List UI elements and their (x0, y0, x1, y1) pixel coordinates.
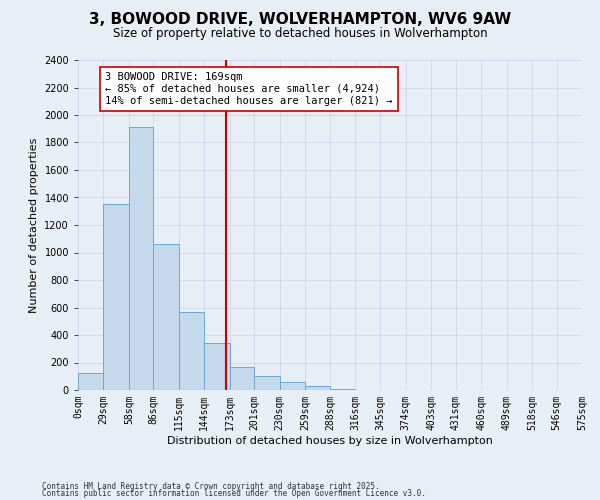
Bar (78, 373, 103, 390)
Text: Contains HM Land Registry data © Crown copyright and database right 2025.: Contains HM Land Registry data © Crown c… (42, 482, 380, 491)
Y-axis label: Number of detached properties: Number of detached properties (29, 138, 38, 312)
X-axis label: Distribution of detached houses by size in Wolverhampton: Distribution of detached houses by size … (167, 436, 493, 446)
Bar (305, 386, 331, 390)
Bar (254, 376, 280, 390)
Bar (331, 388, 355, 390)
Bar (129, 128, 154, 390)
Text: Size of property relative to detached houses in Wolverhampton: Size of property relative to detached ho… (113, 28, 487, 40)
Text: Contains public sector information licensed under the Open Government Licence v3: Contains public sector information licen… (42, 489, 426, 498)
Bar (204, 343, 230, 390)
Text: 3, BOWOOD DRIVE, WOLVERHAMPTON, WV6 9AW: 3, BOWOOD DRIVE, WOLVERHAMPTON, WV6 9AW (89, 12, 511, 28)
Bar (154, 244, 179, 390)
Bar (103, 204, 129, 390)
Text: 3 BOWOOD DRIVE: 169sqm
← 85% of detached houses are smaller (4,924)
14% of semi-: 3 BOWOOD DRIVE: 169sqm ← 85% of detached… (105, 72, 392, 106)
Bar (179, 312, 204, 390)
Bar (280, 382, 305, 390)
Bar (230, 368, 254, 390)
